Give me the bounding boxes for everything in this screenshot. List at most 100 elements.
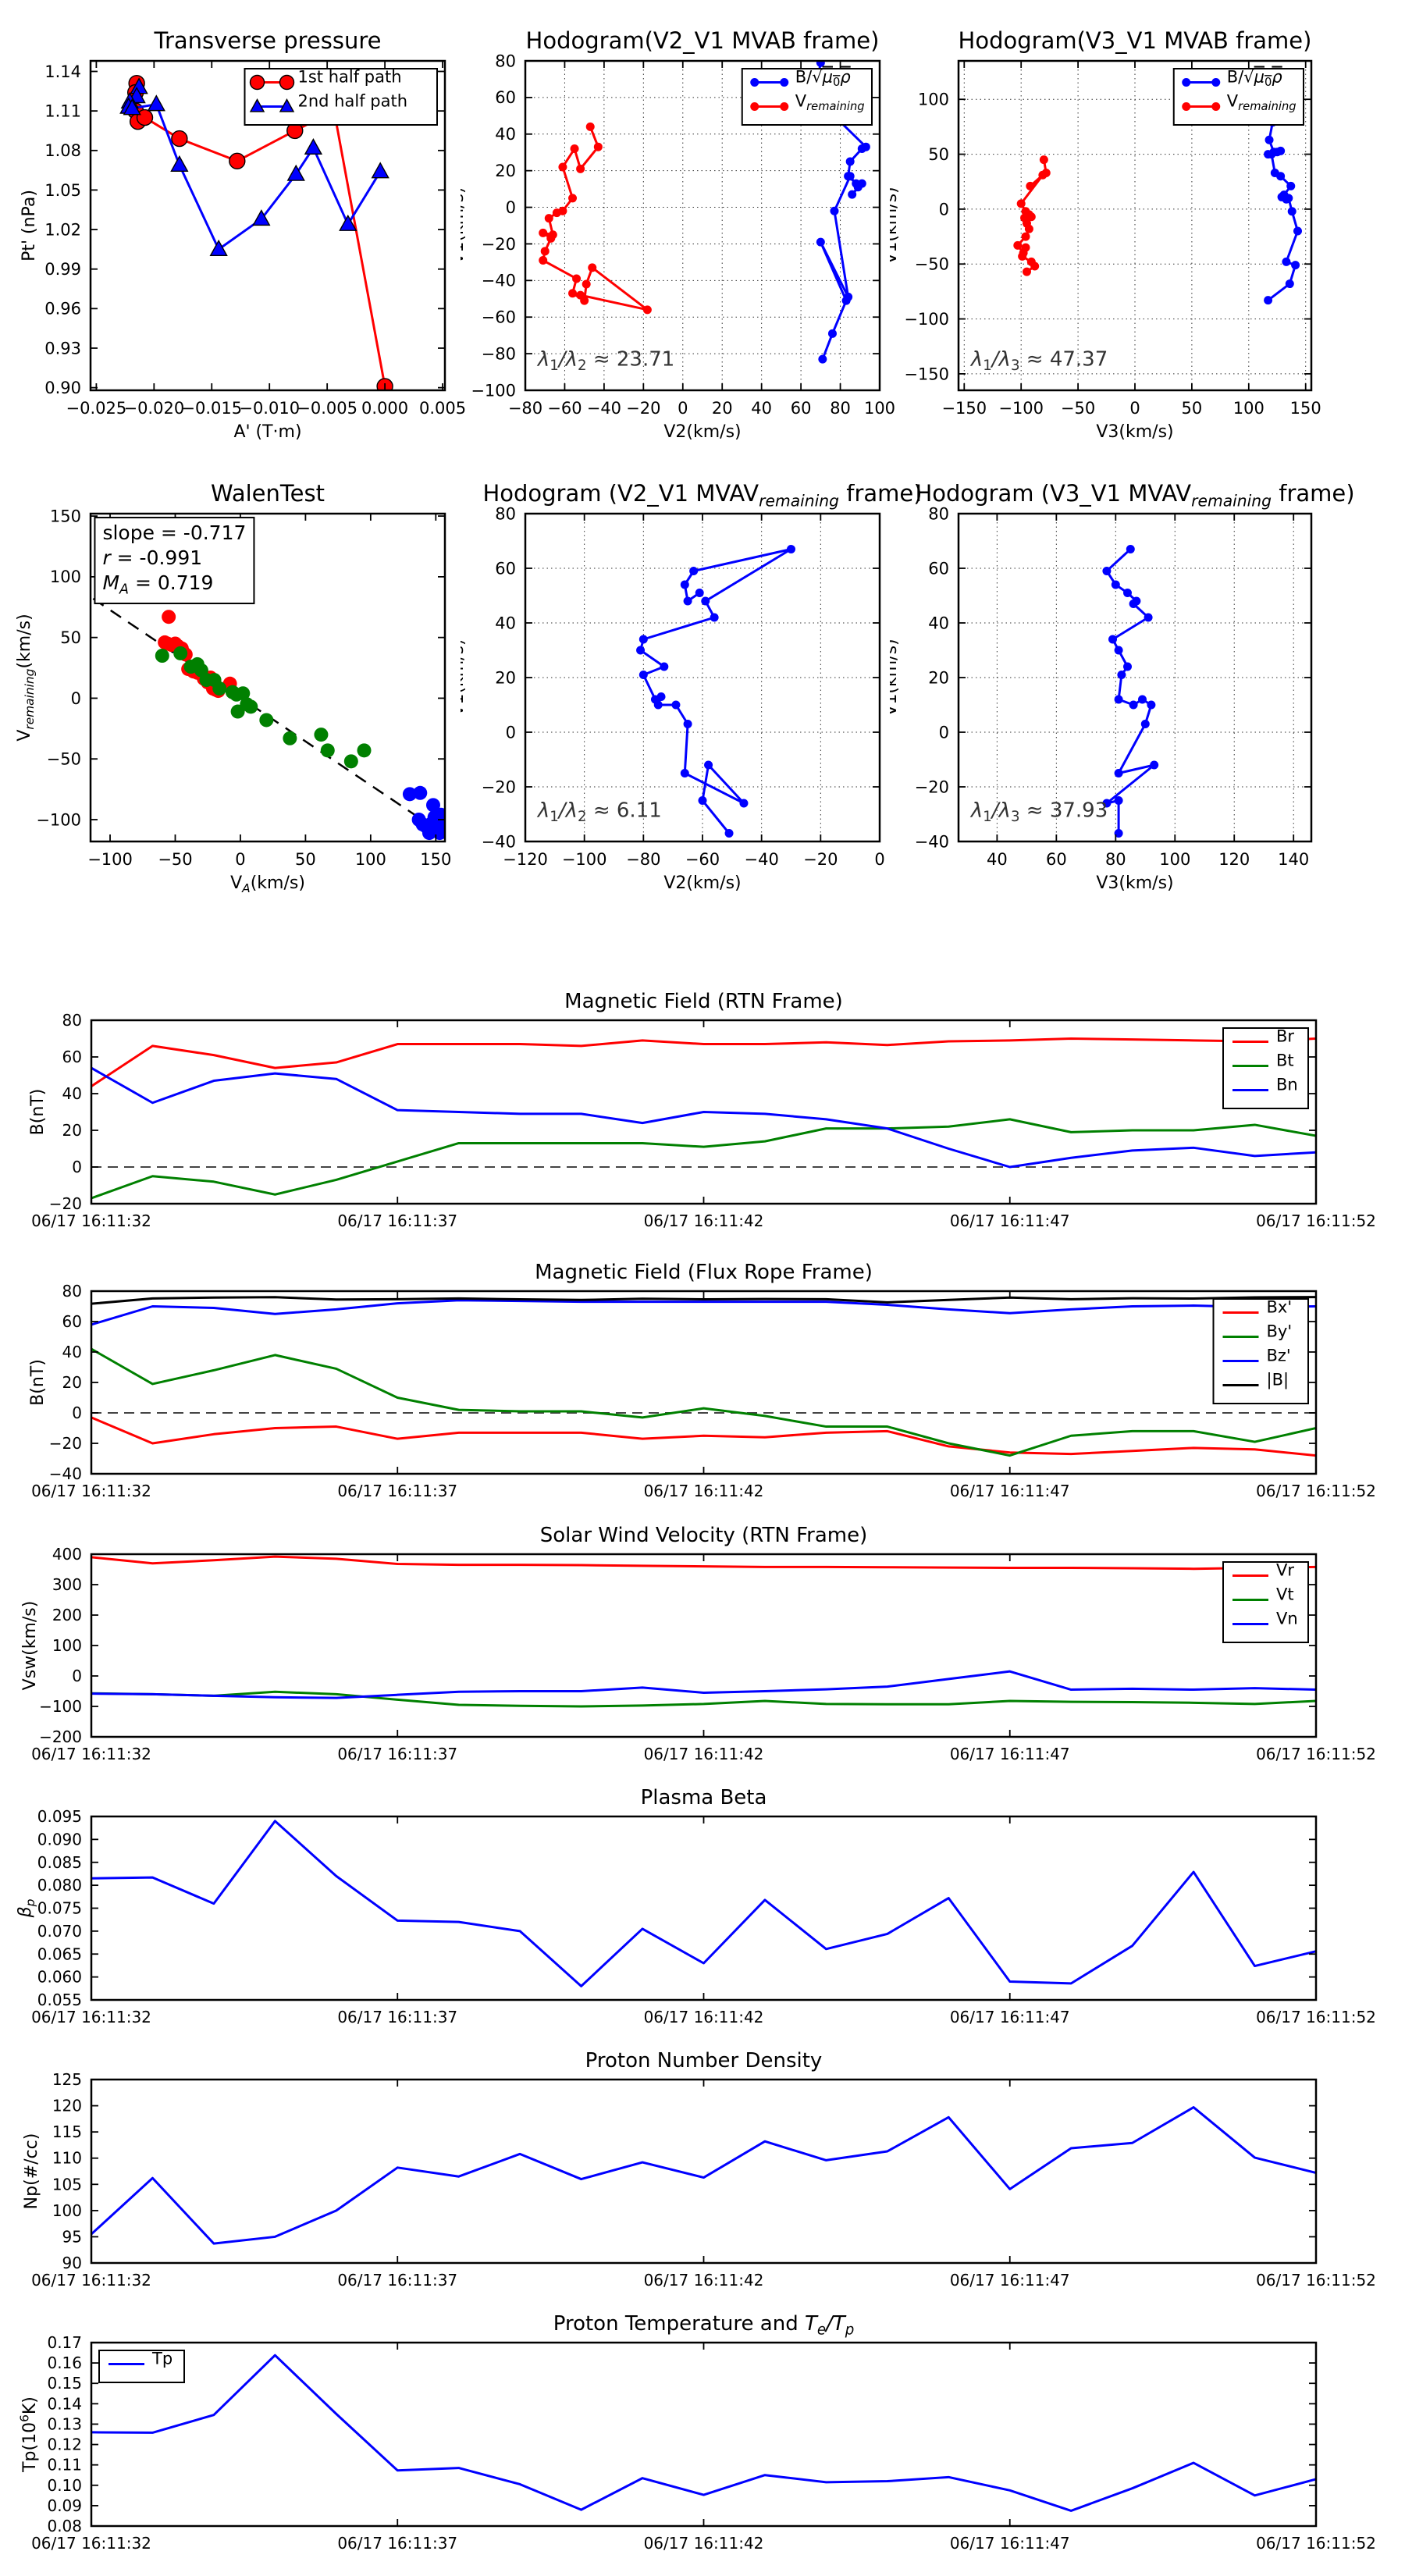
svg-text:06/17 16:11:47: 06/17 16:11:47	[950, 1745, 1070, 1763]
plot-frame	[89, 512, 446, 843]
hodogram-v2-v1-mvav-chart: −120 −100 −80 −60 −40 −20 0 −40 −20 0 20 40 60 80 Hodo…	[461, 484, 929, 984]
series-Vt	[91, 1690, 1316, 1708]
svg-text:0: 0	[506, 198, 516, 217]
svg-text:150: 150	[1290, 399, 1321, 418]
transverse-pressure-svg: −0.025−0.020−0.015−0.010−0.005 0.000 0.005…	[20, 27, 466, 442]
svg-text:40: 40	[62, 1343, 82, 1361]
walen-test-svg: −100 −50 0 50 100 150 −100 −50 0 50 100 150 WalenTes…	[15, 484, 451, 895]
chart-title: Hodogram(V2_V1 MVAB frame)	[526, 27, 880, 54]
magnetic-field-flux-rope-svg: 06/17 16:11:32 06/17 16:11:37 06/17 16:11:…	[28, 1261, 1376, 1500]
svg-text:50: 50	[1182, 399, 1203, 418]
svg-text:−50: −50	[158, 850, 192, 869]
svg-text:0.075: 0.075	[37, 1899, 82, 1918]
svg-text:80: 80	[62, 1282, 82, 1300]
svg-text:−40: −40	[49, 1464, 82, 1483]
x-axis-label: A' (T·m)	[233, 422, 301, 442]
y-axis-label: V1(km/s)	[890, 187, 901, 264]
series-group	[91, 1555, 1316, 1708]
svg-text:06/17 16:11:42: 06/17 16:11:42	[644, 1745, 764, 1763]
tick-marks	[91, 2079, 1317, 2264]
tick-labels: −0.025−0.020−0.015−0.010−0.005 0.000 0.005…	[44, 62, 466, 418]
svg-text:06/17 16:11:32: 06/17 16:11:32	[31, 1482, 151, 1500]
series-1st half path	[134, 83, 386, 387]
tick-labels: −80 −60 −40 −20 0 20 40 60 80 100−100−80−60−40−20…	[471, 52, 895, 418]
svg-text:0: 0	[874, 850, 884, 869]
svg-text:0: 0	[72, 1667, 82, 1685]
y-axis-label: Vsw(km/s)	[20, 1601, 40, 1691]
annotation: λ1/λ3 ≈ 47.37	[969, 347, 1108, 374]
tick-marks	[91, 2342, 1317, 2527]
svg-text:06/17 16:11:47: 06/17 16:11:47	[950, 1482, 1070, 1500]
solar-wind-velocity-svg: 06/17 16:11:32 06/17 16:11:37 06/17 16:11:…	[20, 1524, 1376, 1763]
svg-text:20: 20	[712, 399, 733, 418]
svg-text:400: 400	[52, 1545, 82, 1564]
svg-text:100: 100	[50, 568, 81, 586]
series-group	[91, 2354, 1316, 2512]
svg-text:−40: −40	[587, 399, 621, 418]
svg-text:0.085: 0.085	[37, 1853, 82, 1872]
svg-text:−50: −50	[915, 255, 949, 274]
svg-text:06/17 16:11:32: 06/17 16:11:32	[31, 2271, 151, 2290]
svg-text:0.09: 0.09	[47, 2496, 82, 2515]
svg-text:−20: −20	[626, 399, 660, 418]
magnetic-field-rtn-svg: 06/17 16:11:32 06/17 16:11:37 06/17 16:11:…	[28, 990, 1376, 1230]
svg-text:06/17 16:11:37: 06/17 16:11:37	[337, 1745, 457, 1763]
svg-text:−150: −150	[904, 365, 949, 383]
tick-marks	[91, 514, 445, 841]
svg-text:0: 0	[71, 689, 81, 708]
svg-text:Vt: Vt	[1276, 1585, 1294, 1604]
svg-text:40: 40	[928, 614, 949, 632]
annotation: λ1/λ2 ≈ 23.71	[536, 347, 674, 374]
x-axis-label: VA(km/s)	[230, 873, 305, 895]
y-axis-label: Np(#/cc)	[22, 2133, 41, 2210]
hodogram-v2-v1-mvav-svg: −120 −100 −80 −60 −40 −20 0 −40 −20 0 20 40 60 80Hodo…	[461, 484, 923, 893]
svg-text:−0.005: −0.005	[297, 399, 357, 418]
plot-frame	[90, 1815, 1318, 2001]
magnetic-field-rtn-chart: 06/17 16:11:32 06/17 16:11:37 06/17 16:11:…	[0, 984, 1405, 1249]
markers-V	[1102, 545, 1159, 838]
tick-labels: 06/17 16:11:32 06/17 16:11:37 06/17 16:11:…	[31, 2333, 1376, 2553]
tick-labels: −150 −100 −50 0 50 100 150 −150 −100 −50 0 50 100	[904, 91, 1321, 418]
svg-text:Vremaining: Vremaining	[1227, 92, 1297, 114]
svg-text:r = -0.991: r = -0.991	[102, 546, 202, 569]
series-Bz'	[91, 1299, 1316, 1326]
svg-text:0: 0	[678, 399, 688, 418]
svg-text:06/17 16:11:47: 06/17 16:11:47	[950, 2271, 1070, 2290]
series-Bt	[91, 1118, 1316, 1200]
svg-text:06/17 16:11:32: 06/17 16:11:32	[31, 2534, 151, 2553]
svg-text:B/√μ0ρ: B/√μ0ρ	[795, 68, 852, 90]
plot-frame	[90, 1290, 1318, 1475]
svg-text:0.070: 0.070	[37, 1922, 82, 1941]
svg-text:120: 120	[1218, 850, 1250, 869]
svg-text:0.14: 0.14	[47, 2394, 82, 2413]
svg-text:100: 100	[864, 399, 895, 418]
legend: Vr Vt Vn	[1222, 1561, 1309, 1643]
svg-text:MA = 0.719: MA = 0.719	[102, 571, 213, 598]
svg-text:0.16: 0.16	[47, 2354, 82, 2372]
svg-text:20: 20	[62, 1121, 82, 1140]
series-group	[91, 1296, 1316, 1457]
series-group	[92, 597, 445, 841]
y-axis-label: βp	[16, 1898, 37, 1918]
hodogram-v2-v1-mvab-svg: −80 −60 −40 −20 0 20 40 60 80 100−100−80−60−40−20…	[461, 27, 895, 442]
series-Br	[91, 1037, 1316, 1087]
plot-frame	[90, 2078, 1318, 2265]
svg-text:Vr: Vr	[1276, 1561, 1294, 1580]
svg-text:0.000: 0.000	[361, 399, 408, 418]
svg-text:0: 0	[506, 723, 516, 742]
svg-text:20: 20	[495, 162, 516, 180]
svg-text:Vremaining: Vremaining	[795, 92, 865, 114]
series-Vr	[91, 1555, 1316, 1571]
svg-text:90: 90	[62, 2254, 82, 2272]
svg-text:06/17 16:11:42: 06/17 16:11:42	[644, 2008, 764, 2026]
svg-text:06/17 16:11:37: 06/17 16:11:37	[337, 2271, 457, 2290]
svg-text:60: 60	[1046, 850, 1067, 869]
svg-text:1st half path: 1st half path	[298, 68, 402, 87]
svg-text:06/17 16:11:42: 06/17 16:11:42	[644, 2271, 764, 2290]
svg-text:λ1/λ2 ≈ 6.11: λ1/λ2 ≈ 6.11	[536, 799, 662, 826]
transverse-pressure-chart: −0.025 −0.020 −0.015 −0.010 −0.005 0.000 0.005…	[0, 0, 476, 484]
series-Vn	[91, 1670, 1316, 1699]
svg-text:−80: −80	[626, 850, 660, 869]
svg-text:0.005: 0.005	[419, 399, 466, 418]
svg-text:06/17 16:11:47: 06/17 16:11:47	[950, 1212, 1070, 1230]
